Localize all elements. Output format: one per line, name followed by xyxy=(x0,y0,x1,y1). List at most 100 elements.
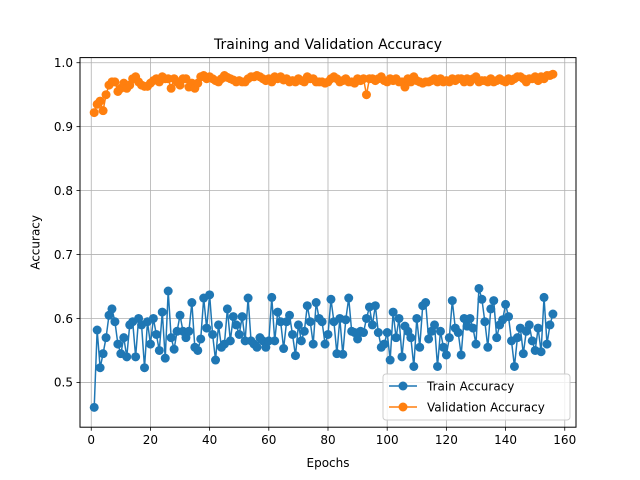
train-point xyxy=(152,330,161,339)
train-point xyxy=(534,324,543,333)
y-tick-label: 0.9 xyxy=(54,120,73,134)
train-point xyxy=(208,330,217,339)
train-point xyxy=(392,333,401,342)
train-point xyxy=(300,327,309,336)
train-point xyxy=(140,363,149,372)
train-point xyxy=(395,314,404,323)
train-point xyxy=(193,346,202,355)
train-point xyxy=(466,314,475,323)
x-tick-label: 0 xyxy=(87,433,95,447)
train-point xyxy=(164,287,173,296)
train-point xyxy=(344,294,353,303)
legend-val-marker xyxy=(399,403,408,412)
train-point xyxy=(359,328,368,337)
train-point xyxy=(445,333,454,342)
train-point xyxy=(267,293,276,302)
y-tick-label: 1.0 xyxy=(54,56,73,70)
train-point xyxy=(380,340,389,349)
x-tick-label: 60 xyxy=(261,433,276,447)
train-point xyxy=(548,310,557,319)
y-axis-label: Accuracy xyxy=(29,215,43,270)
train-point xyxy=(318,317,327,326)
train-point xyxy=(386,356,395,365)
train-point xyxy=(90,403,99,412)
train-point xyxy=(374,328,383,337)
train-point xyxy=(146,340,155,349)
legend-train-marker xyxy=(399,382,408,391)
train-point xyxy=(119,333,128,342)
x-tick-label: 80 xyxy=(320,433,335,447)
train-point xyxy=(229,312,238,321)
train-point xyxy=(477,295,486,304)
x-tick-label: 20 xyxy=(143,433,158,447)
train-point xyxy=(513,333,522,342)
train-point xyxy=(545,320,554,329)
x-tick-label: 100 xyxy=(376,433,399,447)
train-point xyxy=(312,298,321,307)
validation-series xyxy=(90,70,558,117)
validation-point xyxy=(99,106,108,115)
train-point xyxy=(436,327,445,336)
validation-point xyxy=(90,108,99,117)
train-point xyxy=(454,328,463,337)
train-point xyxy=(285,311,294,320)
train-point xyxy=(448,296,457,305)
train-point xyxy=(406,333,415,342)
train-point xyxy=(110,317,119,326)
train-point xyxy=(338,350,347,359)
x-tick-label: 120 xyxy=(435,433,458,447)
x-tick-label: 140 xyxy=(494,433,517,447)
validation-point xyxy=(102,90,111,99)
train-point xyxy=(537,347,546,356)
validation-point xyxy=(548,70,557,79)
train-point xyxy=(421,298,430,307)
train-point xyxy=(483,343,492,352)
train-point xyxy=(368,320,377,329)
train-point xyxy=(371,301,380,310)
train-point xyxy=(492,333,501,342)
x-tick-label: 40 xyxy=(202,433,217,447)
train-point xyxy=(474,284,483,293)
train-point xyxy=(540,293,549,302)
grid xyxy=(80,58,576,428)
train-point xyxy=(226,336,235,345)
legend-val-label: Validation Accuracy xyxy=(427,401,545,415)
train-point xyxy=(321,340,330,349)
train-point xyxy=(412,314,421,323)
train-point xyxy=(107,304,116,313)
train-point xyxy=(383,328,392,337)
train-point xyxy=(291,351,300,360)
train-point xyxy=(214,320,223,329)
legend-train-label: Train Accuracy xyxy=(426,380,514,394)
train-point xyxy=(480,317,489,326)
train-point xyxy=(270,336,279,345)
train-point xyxy=(161,354,170,363)
train-point xyxy=(433,362,442,371)
chart-title: Training and Validation Accuracy xyxy=(213,37,442,53)
train-point xyxy=(211,356,220,365)
train-point xyxy=(306,317,315,326)
train-point xyxy=(543,340,552,349)
y-tick-label: 0.8 xyxy=(54,184,73,198)
x-axis-label: Epochs xyxy=(307,456,350,470)
train-point xyxy=(176,311,185,320)
train-point xyxy=(131,352,140,361)
train-point xyxy=(244,294,253,303)
train-point xyxy=(122,352,131,361)
train-point xyxy=(341,315,350,324)
train-point xyxy=(196,334,205,343)
train-point xyxy=(457,350,466,359)
train-point xyxy=(297,336,306,345)
train-point xyxy=(528,336,537,345)
train-point xyxy=(510,362,519,371)
train-point xyxy=(424,334,433,343)
train-point xyxy=(149,314,158,323)
train-point xyxy=(232,320,241,329)
train-point xyxy=(486,304,495,313)
train-point xyxy=(469,324,478,333)
train-point xyxy=(519,349,528,358)
train-point xyxy=(409,362,418,371)
train-point xyxy=(525,320,534,329)
train-point xyxy=(324,330,333,339)
train-point xyxy=(397,352,406,361)
